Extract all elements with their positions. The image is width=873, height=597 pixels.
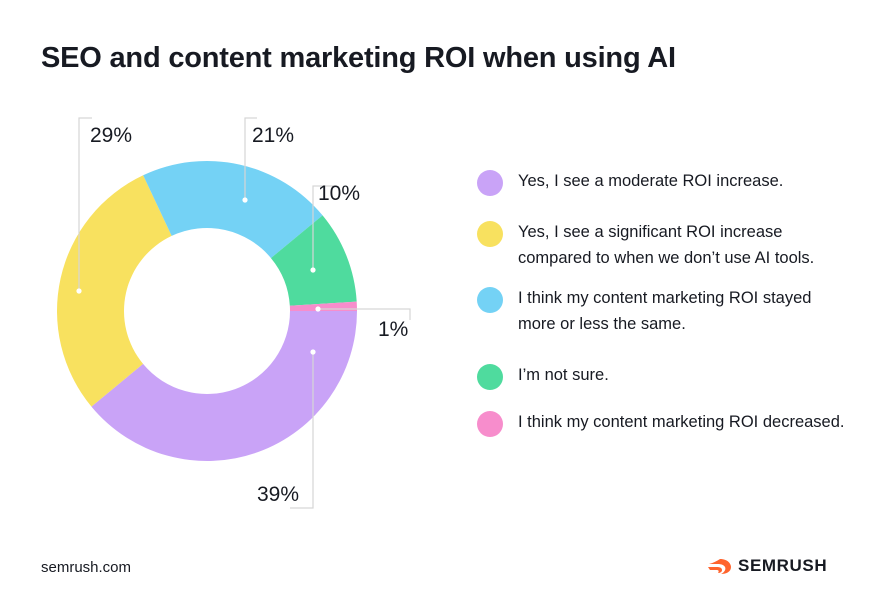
- leader-line-moderate: [290, 352, 314, 509]
- legend-label: I think my content marketing ROI decreas…: [518, 413, 845, 431]
- legend-label: I think my content marketing ROI stayed …: [518, 289, 812, 333]
- percent-label-significant: 29%: [90, 124, 132, 147]
- legend-item-moderate-increase: Yes, I see a moderate ROI increase.: [477, 168, 857, 219]
- legend-swatch: [477, 287, 503, 313]
- brand-name: SEMRUSH: [738, 556, 828, 575]
- leader-line-same: [244, 117, 257, 200]
- legend-item-stayed-same: I think my content marketing ROI stayed …: [477, 285, 857, 362]
- legend-label: Yes, I see a moderate ROI increase.: [518, 172, 784, 190]
- leader-line-not-sure: [312, 185, 335, 270]
- leader-dot-not-sure: [310, 267, 316, 273]
- leader-line-significant: [78, 117, 92, 291]
- leader-dot-decreased: [315, 306, 321, 312]
- percent-label-same: 21%: [252, 124, 294, 147]
- semrush-fire-logo-icon: [708, 559, 731, 574]
- brand-logo: SEMRUSH: [706, 556, 827, 576]
- leader-dot-significant: [76, 288, 82, 294]
- legend-label: Yes, I see a significant ROI increase co…: [518, 223, 815, 267]
- donut-slice-same: [143, 161, 323, 259]
- source-url: semrush.com: [41, 559, 132, 576]
- donut-slice-moderate: [91, 311, 358, 462]
- legend-item-decreased: I think my content marketing ROI decreas…: [477, 409, 857, 461]
- legend-item-significant-increase: Yes, I see a significant ROI increase co…: [477, 219, 857, 285]
- donut-slice-not-sure: [270, 215, 357, 306]
- legend-swatch: [477, 170, 503, 196]
- leader-dot-moderate: [310, 349, 316, 355]
- legend-item-not-sure: I’m not sure.: [477, 362, 857, 409]
- label-leader-lines: [76, 117, 411, 509]
- leader-line-decreased: [318, 308, 411, 320]
- legend-swatch: [477, 221, 503, 247]
- percent-label-not-sure: 10%: [318, 182, 360, 205]
- donut-slice-significant: [57, 175, 172, 407]
- legend: Yes, I see a moderate ROI increase. Yes,…: [477, 168, 857, 461]
- legend-swatch: [477, 364, 503, 390]
- donut-slices: [57, 161, 358, 462]
- legend-swatch: [477, 411, 503, 437]
- percent-label-decreased: 1%: [378, 318, 408, 341]
- legend-label: I’m not sure.: [518, 366, 609, 384]
- percent-labels: 39% 29% 21% 10% 1%: [90, 124, 408, 506]
- leader-dot-same: [242, 197, 248, 203]
- chart-title: SEO and content marketing ROI when using…: [41, 42, 676, 74]
- percent-label-moderate: 39%: [257, 483, 299, 506]
